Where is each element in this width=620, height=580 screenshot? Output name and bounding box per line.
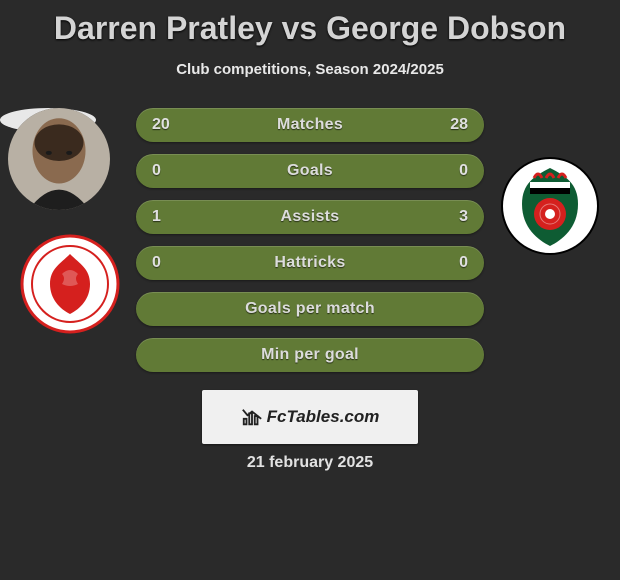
site-label: FcTables.com bbox=[267, 407, 380, 427]
chart-icon bbox=[241, 406, 263, 428]
stat-row-mpg: Min per goal bbox=[136, 338, 484, 372]
stat-left-value: 20 bbox=[152, 116, 170, 134]
date-label: 21 february 2025 bbox=[0, 454, 620, 472]
stat-left-value: 0 bbox=[152, 254, 161, 272]
club-crest-icon bbox=[20, 234, 120, 334]
stat-label: Goals bbox=[287, 162, 333, 180]
subtitle: Club competitions, Season 2024/2025 bbox=[0, 61, 620, 78]
stat-row-goals: 0 Goals 0 bbox=[136, 154, 484, 188]
stat-row-hattricks: 0 Hattricks 0 bbox=[136, 246, 484, 280]
club-crest-icon bbox=[500, 156, 600, 256]
comparison-content: 20 Matches 28 0 Goals 0 1 Assists 3 0 Ha… bbox=[0, 108, 620, 132]
page-title: Darren Pratley vs George Dobson bbox=[0, 0, 620, 47]
stat-label: Goals per match bbox=[245, 300, 375, 318]
stats-bars: 20 Matches 28 0 Goals 0 1 Assists 3 0 Ha… bbox=[136, 108, 484, 384]
stat-label: Assists bbox=[280, 208, 339, 226]
face-icon bbox=[8, 108, 110, 210]
stat-label: Matches bbox=[277, 116, 343, 134]
stat-right-value: 3 bbox=[459, 208, 468, 226]
stat-left-value: 1 bbox=[152, 208, 161, 226]
stat-left-value: 0 bbox=[152, 162, 161, 180]
stat-label: Min per goal bbox=[261, 346, 359, 364]
club-badge-left bbox=[20, 234, 120, 334]
stat-right-value: 0 bbox=[459, 162, 468, 180]
player-left-headshot bbox=[8, 108, 110, 210]
stat-label: Hattricks bbox=[274, 254, 345, 272]
stat-row-gpm: Goals per match bbox=[136, 292, 484, 326]
stat-row-assists: 1 Assists 3 bbox=[136, 200, 484, 234]
club-badge-right bbox=[500, 156, 600, 256]
stat-row-matches: 20 Matches 28 bbox=[136, 108, 484, 142]
stat-right-value: 28 bbox=[450, 116, 468, 134]
site-attribution: FcTables.com bbox=[202, 390, 418, 444]
stat-right-value: 0 bbox=[459, 254, 468, 272]
